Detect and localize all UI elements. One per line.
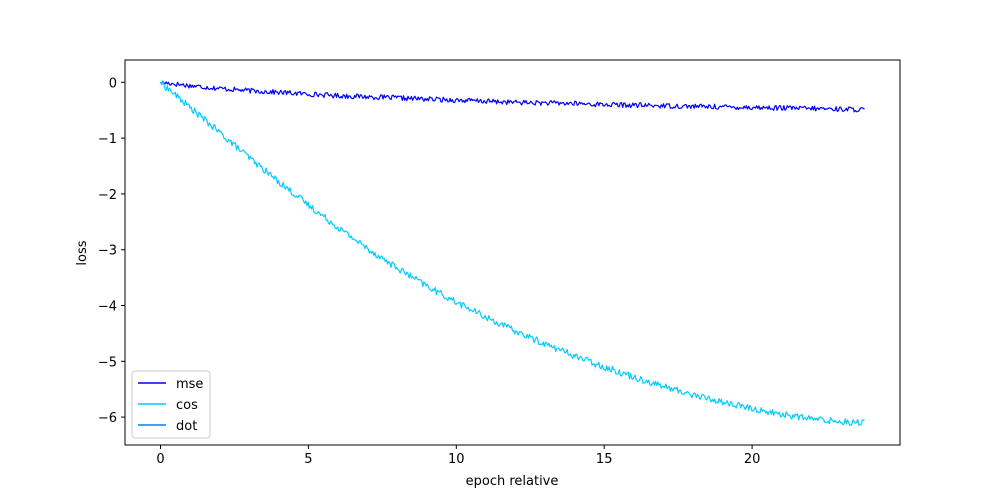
plot-frame xyxy=(124,59,901,446)
y-axis-ticks: 0 −1 −2 −3 −4 −5 −6 xyxy=(98,76,125,426)
y-tick-label: −3 xyxy=(98,244,117,259)
x-tick-label: 0 xyxy=(156,452,164,467)
y-tick-label: −2 xyxy=(98,188,117,203)
x-tick-label: 20 xyxy=(744,452,761,467)
x-tick-label: 10 xyxy=(448,452,465,467)
x-tick-label: 15 xyxy=(596,452,613,467)
y-axis-title: loss xyxy=(75,240,90,265)
x-tick-label: 5 xyxy=(304,452,312,467)
plot-area xyxy=(125,60,900,445)
legend-label-dot: dot xyxy=(176,419,197,434)
y-tick-label: −6 xyxy=(98,411,117,426)
y-tick-label: −4 xyxy=(98,300,117,315)
legend: mse cos dot xyxy=(131,370,211,439)
x-axis-ticks: 0 5 10 15 20 xyxy=(156,445,760,467)
series-line-cos xyxy=(159,80,865,426)
legend-label-cos: cos xyxy=(176,398,198,413)
y-tick-label: 0 xyxy=(109,76,117,91)
x-axis-title: epoch relative xyxy=(466,474,559,489)
y-tick-label: −1 xyxy=(98,132,117,147)
y-tick-label: −5 xyxy=(98,355,117,370)
legend-label-mse: mse xyxy=(176,377,203,392)
legend-box xyxy=(131,370,211,439)
series-line-mse xyxy=(160,80,865,113)
series-layer xyxy=(159,80,865,426)
